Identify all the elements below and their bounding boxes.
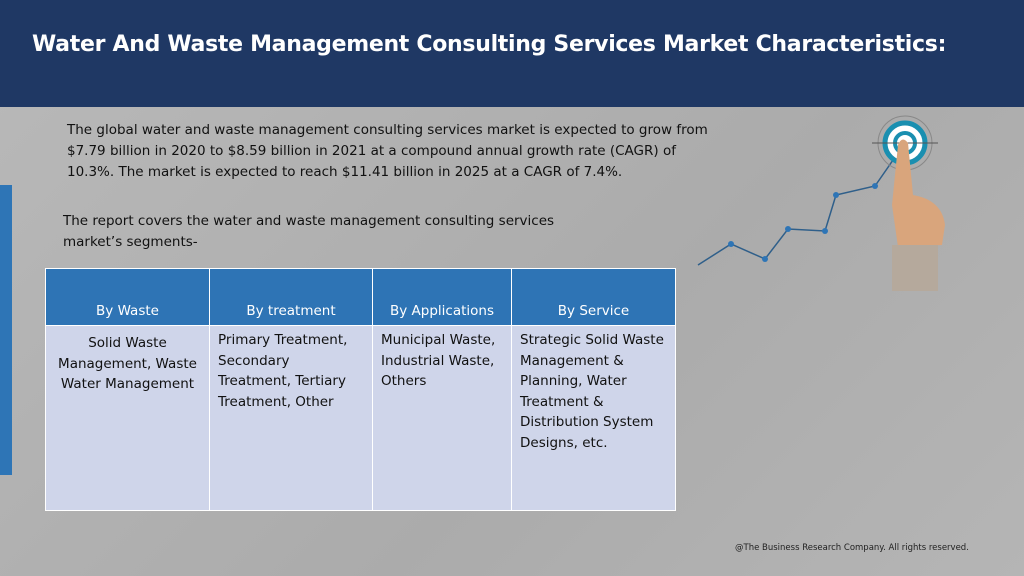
column-header: By Applications xyxy=(372,268,512,326)
header-band: Water And Waste Management Consulting Se… xyxy=(0,0,1024,107)
slide-title: Water And Waste Management Consulting Se… xyxy=(32,32,947,57)
cell: Strategic Solid Waste Management & Plann… xyxy=(511,325,676,511)
cell: Municipal Waste, Industrial Waste, Other… xyxy=(372,325,512,511)
segments-table: By Waste By treatment By Applications By… xyxy=(45,268,676,511)
column-header: By Service xyxy=(511,268,676,326)
growth-illustration xyxy=(697,115,945,291)
copyright: @The Business Research Company. All righ… xyxy=(735,543,969,553)
side-accent xyxy=(0,185,12,475)
paragraph: The global water and waste management co… xyxy=(67,122,708,180)
cell: Solid Waste Management, Waste Water Mana… xyxy=(45,325,210,511)
cell: Primary Treatment, Secondary Treatment, … xyxy=(209,325,373,511)
paragraph: The report covers the water and waste ma… xyxy=(63,213,555,250)
header-row: By Waste By treatment By Applications By… xyxy=(45,268,676,326)
column-header: By treatment xyxy=(209,268,373,326)
column-header: By Waste xyxy=(45,268,210,326)
body-row: Solid Waste Management, Waste Water Mana… xyxy=(45,325,676,511)
